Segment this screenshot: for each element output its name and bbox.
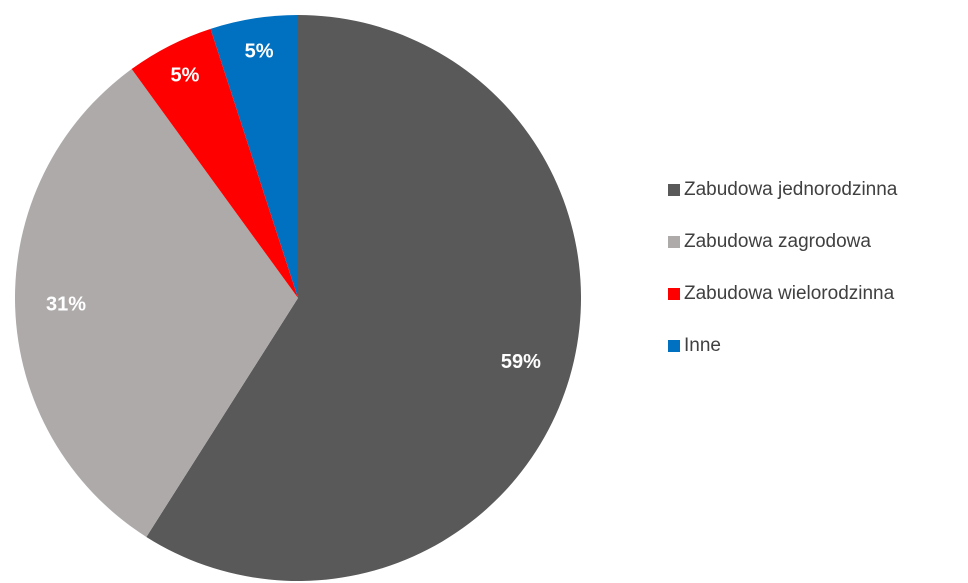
data-label: 5% <box>245 40 274 62</box>
legend-swatch <box>668 340 680 352</box>
legend-swatch <box>668 184 680 196</box>
legend-swatch <box>668 288 680 300</box>
legend-swatch <box>668 236 680 248</box>
pie-slice <box>131 28 298 298</box>
data-label: 59% <box>501 351 541 373</box>
data-label: 31% <box>46 294 86 316</box>
pie-slice <box>146 15 581 581</box>
legend-label: Zabudowa wielorodzinna <box>684 283 895 304</box>
legend-label: Zabudowa jednorodzinna <box>684 179 898 200</box>
legend-label: Inne <box>684 335 721 356</box>
pie-slice <box>210 15 298 298</box>
data-label: 5% <box>170 64 199 86</box>
pie-slice <box>14 69 298 537</box>
legend-label: Zabudowa zagrodowa <box>684 231 871 252</box>
